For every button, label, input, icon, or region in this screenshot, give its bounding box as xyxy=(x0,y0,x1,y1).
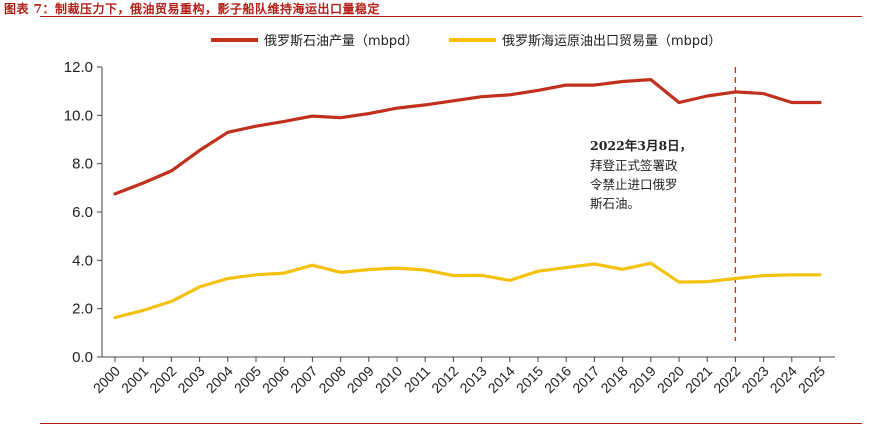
y-tick-label: 0.0 xyxy=(72,349,93,366)
y-tick-label: 6.0 xyxy=(72,204,93,221)
chart-axes: 0.02.04.06.08.010.012.020002001200220032… xyxy=(64,59,835,396)
x-tick-label: 2003 xyxy=(174,363,207,396)
series-line-production xyxy=(113,77,822,196)
y-tick-label: 8.0 xyxy=(72,156,93,173)
y-tick-label: 4.0 xyxy=(72,252,93,269)
title-rule xyxy=(40,16,862,17)
x-tick-label: 2024 xyxy=(767,363,800,396)
legend-label: 俄罗斯石油产量（mbpd） xyxy=(264,34,418,49)
x-tick-label: 2017 xyxy=(569,363,602,396)
x-tick-label: 2018 xyxy=(597,363,630,396)
x-tick-label: 2022 xyxy=(710,363,743,396)
x-tick-label: 2015 xyxy=(513,363,546,396)
x-tick-label: 2020 xyxy=(654,363,687,396)
x-tick-label: 2006 xyxy=(259,363,292,396)
x-tick-label: 2014 xyxy=(485,363,518,396)
legend-label: 俄罗斯海运原油出口贸易量（mbpd） xyxy=(502,34,721,49)
chart-legend: 俄罗斯石油产量（mbpd） 俄罗斯海运原油出口贸易量（mbpd） xyxy=(211,34,721,49)
annotation-heading: 2022年3月8日， xyxy=(590,138,692,153)
x-tick-label: 2007 xyxy=(287,363,320,396)
x-tick-label: 2009 xyxy=(344,363,377,396)
y-tick-label: 12.0 xyxy=(64,59,93,76)
annotation-line: 拜登正式签署政 xyxy=(590,158,678,173)
x-tick-label: 2021 xyxy=(682,363,715,396)
chart-series xyxy=(113,77,822,320)
x-tick-label: 2012 xyxy=(428,363,461,396)
x-tick-label: 2025 xyxy=(795,363,828,396)
x-tick-label: 2001 xyxy=(118,363,151,396)
x-tick-label: 2011 xyxy=(401,363,434,396)
y-tick-label: 2.0 xyxy=(72,301,93,318)
x-tick-label: 2000 xyxy=(90,363,123,396)
y-tick-label: 10.0 xyxy=(64,107,93,124)
annotation-line: 斯石油。 xyxy=(590,196,640,211)
x-tick-label: 2023 xyxy=(738,363,771,396)
x-tick-label: 2005 xyxy=(231,363,264,396)
x-tick-label: 2002 xyxy=(146,363,179,396)
figure-title: 图表 7：制裁压力下，俄油贸易重构，影子船队维持海运出口量稳定 xyxy=(4,2,381,16)
x-tick-label: 2008 xyxy=(315,363,348,396)
x-tick-label: 2016 xyxy=(541,363,574,396)
x-tick-label: 2004 xyxy=(203,363,236,396)
x-tick-label: 2010 xyxy=(372,363,405,396)
bottom-rule xyxy=(40,423,862,424)
series-line-seaborne-export xyxy=(113,261,822,320)
x-tick-label: 2019 xyxy=(626,363,659,396)
x-tick-label: 2013 xyxy=(456,363,489,396)
annotation-line: 令禁止进口俄罗 xyxy=(590,177,678,192)
